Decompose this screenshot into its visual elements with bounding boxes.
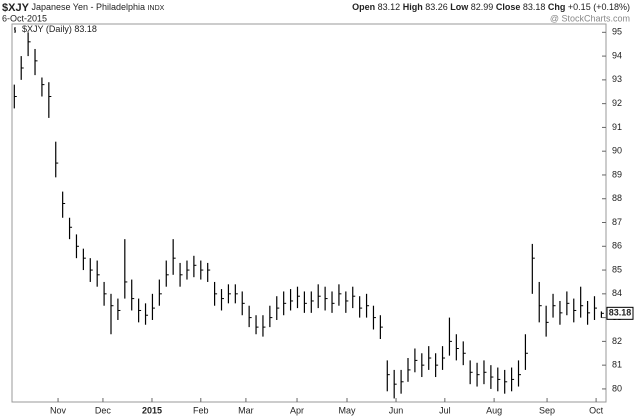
y-tick-label: 84 bbox=[612, 288, 622, 298]
y-tick-label: 80 bbox=[612, 383, 622, 393]
x-tick-label: Jun bbox=[389, 405, 404, 415]
x-tick-label: Feb bbox=[193, 405, 209, 415]
symbol: $XJY bbox=[2, 2, 30, 14]
header-left: $XJY Japanese Yen - Philadelphia INDX bbox=[2, 2, 165, 14]
y-tick-label: 95 bbox=[612, 27, 622, 37]
quote-label: High bbox=[403, 2, 423, 12]
instrument-name: Japanese Yen - Philadelphia bbox=[31, 2, 145, 12]
x-tick-label: Sep bbox=[539, 405, 555, 415]
y-tick-label: 85 bbox=[612, 264, 622, 274]
x-tick-label: May bbox=[338, 405, 356, 415]
quote-value: (+0.18%) bbox=[593, 2, 630, 12]
legend-label: $XJY (Daily) bbox=[22, 24, 72, 34]
quote-value: 83.12 bbox=[378, 2, 401, 12]
quote-label: Low bbox=[450, 2, 469, 12]
quote-value: 82.99 bbox=[471, 2, 494, 12]
quote: Open 83.12 High 83.26 Low 82.99 Close 83… bbox=[352, 2, 630, 12]
y-tick-label: 81 bbox=[612, 360, 622, 370]
quote-label: Open bbox=[352, 2, 375, 12]
x-tick-label: Dec bbox=[95, 405, 112, 415]
plot-frame bbox=[11, 23, 607, 403]
y-tick-label: 93 bbox=[612, 74, 622, 84]
y-tick-label: 94 bbox=[612, 50, 622, 60]
last-price-box bbox=[606, 306, 634, 320]
legend-value: 83.18 bbox=[74, 24, 97, 34]
x-tick-label: Apr bbox=[290, 405, 304, 415]
exchange: INDX bbox=[148, 5, 165, 12]
x-tick-label: Oct bbox=[589, 405, 604, 415]
y-tick-label: 88 bbox=[612, 193, 622, 203]
x-tick-label: Nov bbox=[50, 405, 67, 415]
date: 6-Oct-2015 bbox=[2, 13, 47, 23]
y-tick-label: 86 bbox=[612, 241, 622, 251]
x-tick-label: Jul bbox=[439, 405, 451, 415]
last-price-label: 83.18 bbox=[609, 308, 632, 318]
y-tick-label: 92 bbox=[612, 98, 622, 108]
legend: $XJY (Daily) 83.18 bbox=[22, 24, 97, 34]
x-tick-label: 2015 bbox=[142, 405, 162, 415]
quote-label: Chg bbox=[548, 2, 566, 12]
watermark: @ StockCharts.com bbox=[550, 13, 630, 23]
y-tick-label: 90 bbox=[612, 146, 622, 156]
y-tick-label: 82 bbox=[612, 336, 622, 346]
x-tick-label: Aug bbox=[486, 405, 502, 415]
quote-value: 83.26 bbox=[425, 2, 448, 12]
x-tick-label: Mar bbox=[238, 405, 254, 415]
y-tick-label: 87 bbox=[612, 217, 622, 227]
quote-label: Close bbox=[496, 2, 521, 12]
quote-value: +0.15 bbox=[568, 2, 591, 12]
legend-icon bbox=[14, 27, 16, 33]
quote-value: 83.18 bbox=[523, 2, 546, 12]
y-tick-label: 91 bbox=[612, 122, 622, 132]
y-tick-label: 89 bbox=[612, 169, 622, 179]
